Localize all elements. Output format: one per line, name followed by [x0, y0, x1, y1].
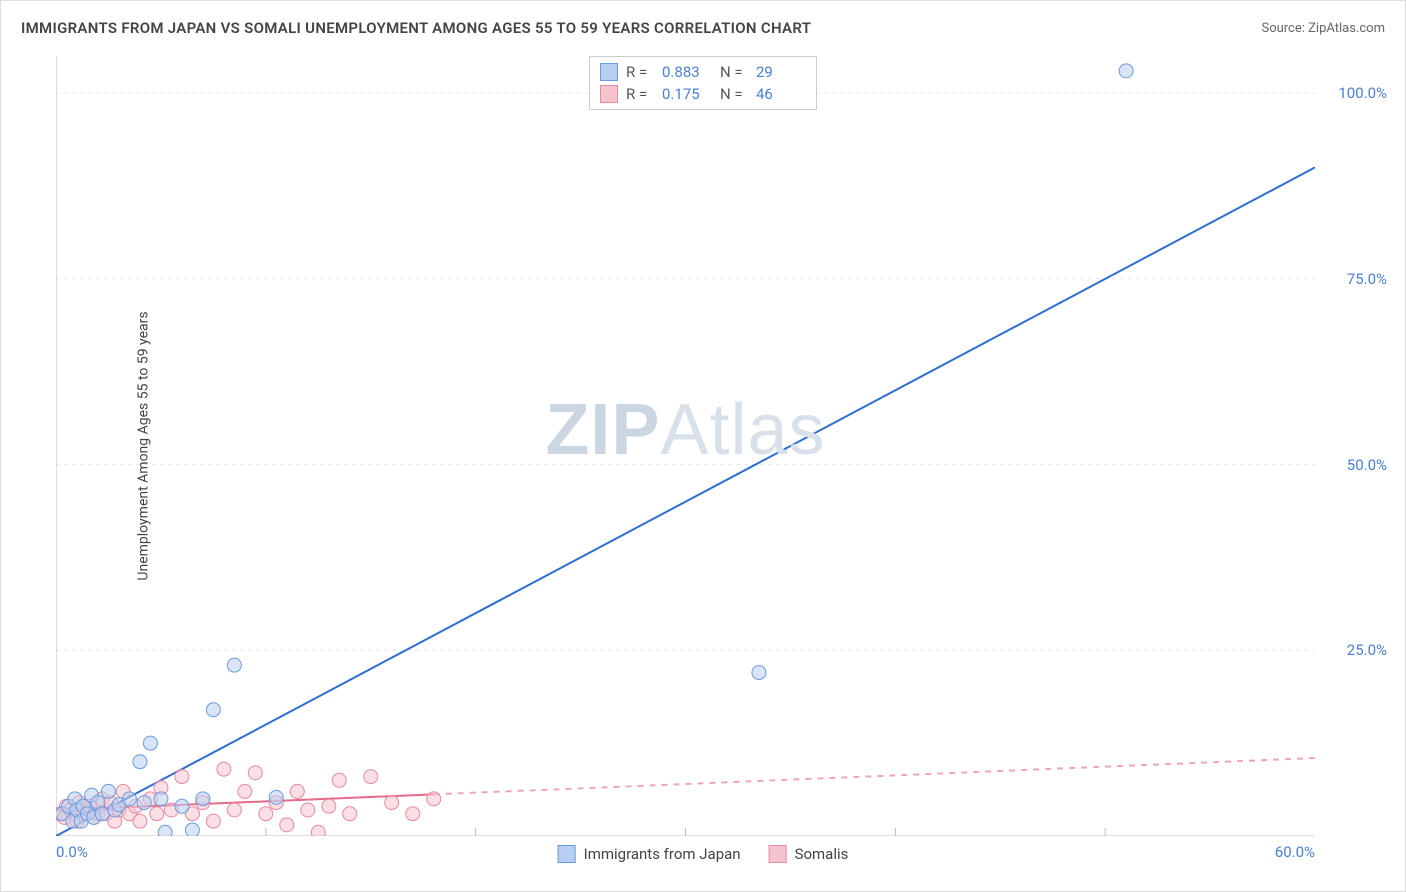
legend-row-japan: R = 0.883 N = 29 — [600, 61, 806, 83]
legend-row-somali: R = 0.175 N = 46 — [600, 83, 806, 105]
x-tick-label: 0.0% — [56, 843, 88, 861]
y-tick-label: 100.0% — [1338, 84, 1387, 102]
y-tick-label: 75.0% — [1347, 270, 1387, 288]
n-label: N = — [720, 63, 748, 81]
swatch-japan — [558, 845, 576, 863]
y-tick-label: 25.0% — [1347, 641, 1387, 659]
series-legend: Immigrants from Japan Somalis — [558, 845, 849, 863]
r-value-japan: 0.883 — [662, 63, 712, 81]
source-attribution: Source: ZipAtlas.com — [1261, 21, 1385, 36]
legend-label-japan: Immigrants from Japan — [584, 845, 741, 863]
r-label: R = — [626, 85, 654, 103]
n-value-japan: 29 — [756, 63, 806, 81]
swatch-japan — [600, 63, 618, 81]
x-tick-label: 60.0% — [1275, 843, 1315, 861]
chart-title: IMMIGRANTS FROM JAPAN VS SOMALI UNEMPLOY… — [21, 19, 811, 37]
swatch-somali — [769, 845, 787, 863]
r-label: R = — [626, 63, 654, 81]
correlation-legend: R = 0.883 N = 29 R = 0.175 N = 46 — [589, 56, 817, 110]
y-tick-label: 50.0% — [1347, 456, 1387, 474]
r-value-somali: 0.175 — [662, 85, 712, 103]
chart-container: IMMIGRANTS FROM JAPAN VS SOMALI UNEMPLOY… — [0, 0, 1406, 892]
legend-item-japan: Immigrants from Japan — [558, 845, 741, 863]
n-label: N = — [720, 85, 748, 103]
swatch-somali — [600, 85, 618, 103]
scatter-plot-svg — [56, 56, 1315, 836]
source-name: ZipAtlas.com — [1308, 21, 1385, 36]
source-prefix: Source: — [1261, 21, 1308, 36]
plot-area: ZIPAtlas — [56, 56, 1315, 836]
n-value-somali: 46 — [756, 85, 806, 103]
legend-item-somali: Somalis — [769, 845, 849, 863]
legend-label-somali: Somalis — [795, 845, 849, 863]
